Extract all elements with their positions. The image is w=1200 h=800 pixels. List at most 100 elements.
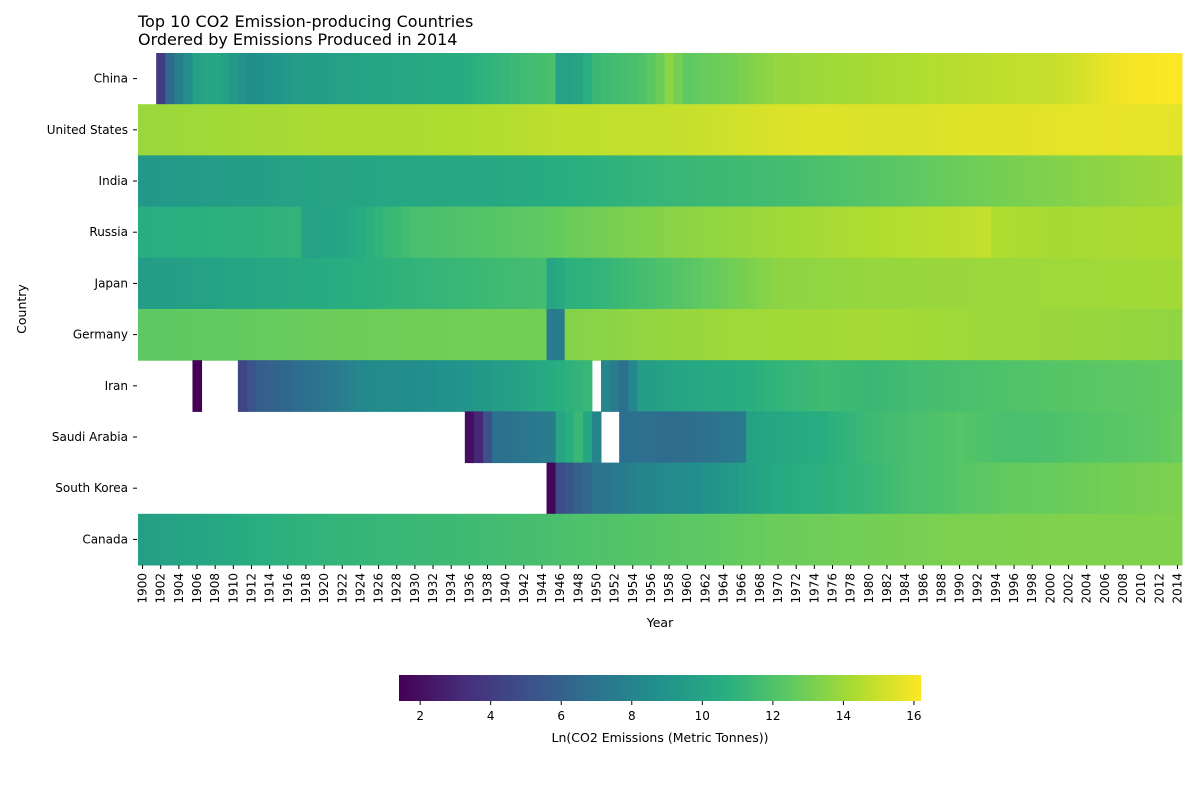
heatmap-cell [174, 104, 184, 156]
heatmap-cell [1100, 360, 1110, 412]
heatmap-cell [301, 206, 311, 259]
heatmap-cell [410, 155, 420, 208]
heatmap-cell [265, 513, 275, 566]
heatmap-cell [174, 206, 184, 259]
heatmap-cell [328, 155, 339, 208]
heatmap-cell [1109, 104, 1119, 156]
heatmap-cell [1054, 155, 1065, 208]
heatmap-cell [628, 360, 638, 412]
heatmap-cell [292, 257, 302, 310]
heatmap-cell [591, 309, 602, 361]
heatmap-cell [1127, 411, 1138, 464]
heatmap-cell [555, 513, 566, 566]
heatmap-cell [664, 309, 675, 361]
heatmap-cell [419, 309, 430, 361]
heatmap-cell [564, 462, 575, 515]
heatmap-cell [973, 155, 983, 208]
heatmap-cell [265, 53, 275, 105]
heatmap-cell [909, 411, 920, 464]
heatmap-cell [936, 411, 947, 464]
heatmap-cell [355, 257, 366, 310]
heatmap-cell [555, 257, 566, 310]
heatmap-cell [374, 104, 384, 156]
heatmap-cell [882, 155, 892, 208]
heatmap-cell [691, 462, 702, 515]
heatmap-cell [246, 513, 257, 566]
heatmap-cell [773, 462, 784, 515]
heatmap-cell [791, 462, 802, 515]
heatmap-cell [1145, 155, 1156, 208]
heatmap-cell [246, 53, 257, 105]
heatmap-cell [846, 104, 856, 156]
heatmap-cell [310, 53, 321, 105]
x-tick-label: 1912 [244, 573, 258, 604]
heatmap-cell [646, 206, 656, 259]
heatmap-cell [428, 104, 439, 156]
heatmap-cell [319, 257, 330, 310]
heatmap-cell [219, 513, 230, 566]
heatmap-cell [246, 360, 257, 412]
heatmap-cell [392, 104, 402, 156]
heatmap-cell [510, 513, 520, 566]
heatmap-cell [1091, 155, 1101, 208]
heatmap-cell [837, 104, 847, 156]
heatmap-cell [1036, 462, 1047, 515]
x-tick-label: 1982 [880, 573, 894, 604]
heatmap-cell [628, 104, 638, 156]
heatmap-cell [156, 309, 166, 361]
heatmap-cell [719, 513, 729, 566]
heatmap-cell [419, 104, 430, 156]
heatmap-cell [374, 155, 384, 208]
heatmap-cell [855, 462, 865, 515]
heatmap-cell [700, 462, 711, 515]
heatmap-cell [891, 104, 902, 156]
heatmap-cell [610, 155, 620, 208]
heatmap-cell [827, 206, 838, 259]
heatmap-cell [582, 53, 593, 105]
heatmap-cell [1127, 53, 1138, 105]
heatmap-cell [519, 155, 529, 208]
heatmap-cell [746, 155, 756, 208]
heatmap-cell [818, 155, 829, 208]
heatmap-cell [301, 104, 311, 156]
heatmap-cell [918, 513, 929, 566]
heatmap-cell [982, 206, 992, 259]
x-tick-label: 1998 [1025, 573, 1039, 604]
heatmap-cell [473, 53, 484, 105]
heatmap-cell [682, 257, 693, 310]
heatmap-cell [156, 257, 166, 310]
heatmap-cell [873, 53, 883, 105]
heatmap-cell [900, 411, 911, 464]
heatmap-cell [582, 155, 593, 208]
heatmap-cell [246, 309, 257, 361]
heatmap-cell [927, 206, 938, 259]
heatmap-cell [628, 257, 638, 310]
heatmap-cell [1036, 411, 1047, 464]
heatmap-cell [1000, 513, 1011, 566]
heatmap-cell [292, 155, 302, 208]
heatmap-cell [846, 513, 856, 566]
heatmap-cell [392, 513, 402, 566]
heatmap-cell [201, 53, 212, 105]
heatmap-cell [446, 257, 457, 310]
heatmap-cell [846, 206, 856, 259]
heatmap-cell [945, 53, 956, 105]
heatmap-cell [274, 53, 284, 105]
heatmap-cell [945, 360, 956, 412]
heatmap-cell [1145, 309, 1156, 361]
heatmap-cell [401, 104, 411, 156]
colorbar-label: Ln(CO2 Emissions (Metric Tonnes)) [551, 730, 768, 745]
heatmap-cell [719, 104, 729, 156]
heatmap-cell [827, 360, 838, 412]
colorbar-tick-label: 4 [487, 709, 495, 723]
heatmap-cell [1127, 360, 1138, 412]
heatmap-cell [192, 513, 203, 566]
heatmap-cell [755, 462, 765, 515]
heatmap-cell [437, 155, 448, 208]
heatmap-cell [809, 411, 820, 464]
heatmap-cell [546, 257, 557, 310]
heatmap-cell [900, 513, 911, 566]
heatmap-cell [455, 513, 466, 566]
heatmap-cell [374, 309, 384, 361]
heatmap-cell [1172, 104, 1183, 156]
